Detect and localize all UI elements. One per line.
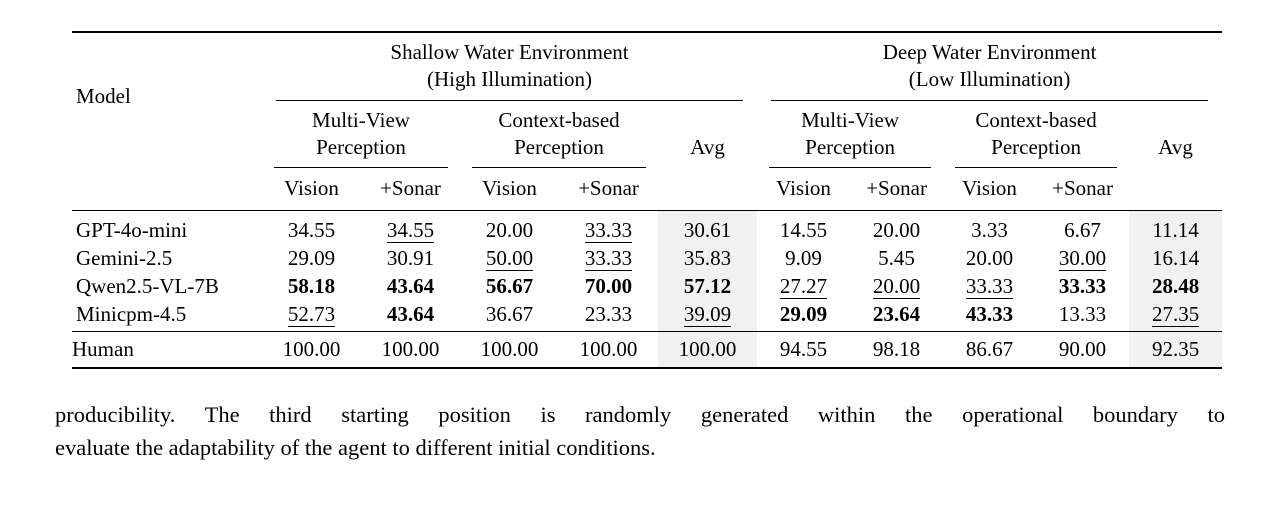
table-cell: 20.00 <box>872 218 921 242</box>
table-row: Gemini-2.5 29.09 30.91 50.00 33.33 35.83… <box>72 244 1223 272</box>
column-group-deep-context: Context-based Perception <box>943 101 1129 168</box>
table-cell: 20.00 <box>965 246 1014 270</box>
table-cell: 23.64 <box>850 300 944 332</box>
column-header-shallow-avg: Avg <box>690 135 725 159</box>
table-cell: 14.55 <box>779 218 828 242</box>
table-cell-avg: 28.48 <box>1129 272 1223 300</box>
table-cell: 90.00 <box>1058 337 1107 361</box>
table-cell: 98.18 <box>872 337 921 361</box>
model-name: Human <box>72 337 134 361</box>
perception-header-row: Multi-View Perception Context-based Perc… <box>72 101 1222 168</box>
table-cell: 29.09 <box>757 300 851 332</box>
table-cell: 23.33 <box>559 300 658 332</box>
column-group-shallow-multiview: Multi-View Perception <box>262 101 460 168</box>
body-text: producibility. The third starting positi… <box>55 399 1225 464</box>
table-cell-avg: 35.83 <box>658 244 758 272</box>
table-row: GPT-4o-mini 34.55 34.55 20.00 33.33 30.6… <box>72 210 1223 244</box>
table-cell: 33.33 <box>584 218 633 243</box>
table-cell: 36.67 <box>460 300 559 332</box>
column-header-vision: Vision <box>262 168 361 211</box>
model-name: Gemini-2.5 <box>76 246 173 270</box>
table-cell: 52.73 <box>262 300 361 332</box>
table-cell: 70.00 <box>584 274 633 298</box>
table-cell-avg: 100.00 <box>658 331 758 368</box>
table-cell: 3.33 <box>971 218 1008 242</box>
table-cell: 100.00 <box>381 337 440 361</box>
table-cell-avg: 92.35 <box>1129 331 1223 368</box>
column-header-model: Model <box>72 32 262 211</box>
table-cell: 86.67 <box>965 337 1014 361</box>
table-cell: 20.00 <box>485 218 534 242</box>
table-cell: 30.91 <box>386 246 435 270</box>
table-cell: 34.55 <box>386 218 435 243</box>
column-group-shallow-context-label: Context-based Perception <box>472 107 646 168</box>
table-cell: 9.09 <box>785 246 822 270</box>
table-cell-avg: 16.14 <box>1129 244 1223 272</box>
table-row-human: Human 100.00 100.00 100.00 100.00 100.00… <box>72 331 1223 368</box>
model-name: GPT-4o-mini <box>76 218 188 242</box>
column-group-shallow-multiview-label: Multi-View Perception <box>274 107 448 168</box>
column-header-sonar: +Sonar <box>850 168 944 211</box>
model-name: Minicpm-4.5 <box>72 300 262 332</box>
table-cell: 43.33 <box>943 300 1037 332</box>
table-cell: 33.33 <box>1058 274 1107 298</box>
column-group-deep-env: Deep Water Environment (Low Illumination… <box>757 32 1222 101</box>
column-group-shallow-context: Context-based Perception <box>460 101 658 168</box>
paper-page: Model Shallow Water Environment (High Il… <box>0 31 1279 522</box>
column-group-deep-multiview: Multi-View Perception <box>757 101 943 168</box>
table-cell-avg: 11.14 <box>1129 210 1223 244</box>
table-cell: 43.64 <box>386 274 435 298</box>
column-group-shallow-env-label: Shallow Water Environment (High Illumina… <box>276 37 744 101</box>
table-cell: 33.33 <box>965 274 1014 299</box>
table-row: Minicpm-4.5 52.73 43.64 36.67 23.33 39.0… <box>72 300 1223 332</box>
table-cell-avg: 27.35 <box>1129 300 1223 332</box>
modality-header-row: Vision +Sonar Vision +Sonar Vision +Sona… <box>72 168 1223 211</box>
table-cell: 13.33 <box>1036 300 1130 332</box>
results-table: Model Shallow Water Environment (High Il… <box>72 31 1223 369</box>
table-cell: 20.00 <box>872 274 921 299</box>
body-text-line-1: producibility. The third starting positi… <box>55 402 1225 427</box>
column-group-deep-multiview-label: Multi-View Perception <box>769 107 932 168</box>
column-header-empty <box>1129 168 1223 211</box>
table-cell: 27.27 <box>779 274 828 299</box>
column-header-sonar: +Sonar <box>361 168 460 211</box>
column-header-deep-avg: Avg <box>1158 135 1193 159</box>
table-cell: 94.55 <box>779 337 828 361</box>
column-header-empty <box>658 168 758 211</box>
table-cell: 33.33 <box>584 246 633 271</box>
table-cell: 50.00 <box>485 246 534 271</box>
env-header-row: Model Shallow Water Environment (High Il… <box>72 32 1222 211</box>
table-cell: 30.00 <box>1058 246 1107 271</box>
column-header-vision: Vision <box>943 168 1037 211</box>
table-cell: 6.67 <box>1064 218 1101 242</box>
column-group-deep-env-label: Deep Water Environment (Low Illumination… <box>771 37 1209 101</box>
table-cell: 56.67 <box>485 274 534 298</box>
table-cell-avg: 39.09 <box>658 300 758 332</box>
column-group-shallow-env: Shallow Water Environment (High Illumina… <box>262 32 757 101</box>
table-cell: 58.18 <box>287 274 336 298</box>
column-header-vision: Vision <box>757 168 851 211</box>
table-cell-avg: 30.61 <box>658 210 758 244</box>
column-group-deep-context-label: Context-based Perception <box>955 107 1118 168</box>
table-cell: 5.45 <box>878 246 915 270</box>
column-header-vision: Vision <box>460 168 559 211</box>
table-cell: 34.55 <box>287 218 336 242</box>
table-cell: 100.00 <box>579 337 638 361</box>
table-cell: 43.64 <box>361 300 460 332</box>
table-cell: 29.09 <box>287 246 336 270</box>
table-cell-avg: 57.12 <box>658 272 758 300</box>
table-cell: 100.00 <box>480 337 539 361</box>
column-header-sonar: +Sonar <box>559 168 658 211</box>
table-cell: 100.00 <box>282 337 341 361</box>
model-name: Qwen2.5-VL-7B <box>76 274 219 298</box>
table-row: Qwen2.5-VL-7B 58.18 43.64 56.67 70.00 57… <box>72 272 1223 300</box>
body-text-line-2: evaluate the adaptability of the agent t… <box>55 434 656 460</box>
column-header-sonar: +Sonar <box>1036 168 1130 211</box>
